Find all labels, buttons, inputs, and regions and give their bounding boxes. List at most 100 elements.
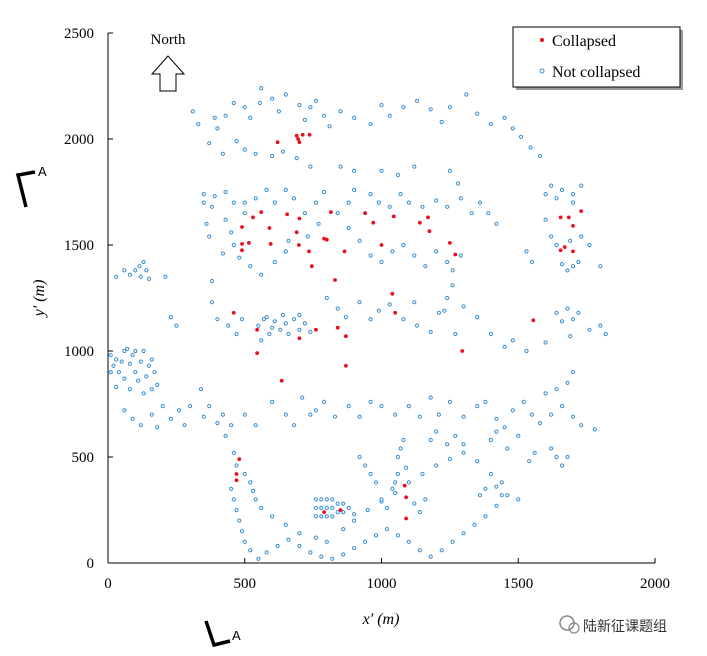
point-not-collapsed [215,421,220,426]
point-collapsed [417,220,422,225]
point-not-collapsed [368,122,373,127]
point-not-collapsed [592,427,597,432]
point-not-collapsed [242,412,247,417]
section-bracket-top-icon [15,170,36,208]
point-not-collapsed [417,509,422,515]
point-not-collapsed [229,423,234,428]
point-not-collapsed [231,242,236,248]
point-not-collapsed [220,251,225,256]
point-not-collapsed [201,200,206,205]
point-not-collapsed [108,370,113,375]
point-not-collapsed [330,505,335,510]
point-not-collapsed [538,421,543,426]
point-not-collapsed [324,505,329,510]
legend-marker-not-collapsed [539,68,545,74]
point-not-collapsed [313,535,318,540]
point-not-collapsed [549,446,554,451]
point-not-collapsed [352,518,357,523]
point-not-collapsed [182,423,187,428]
point-collapsed [363,211,367,216]
point-not-collapsed [261,317,266,322]
point-not-collapsed [220,151,225,156]
point-not-collapsed [428,329,433,334]
point-not-collapsed [209,204,214,209]
point-collapsed [240,242,244,246]
point-not-collapsed [297,327,302,332]
point-not-collapsed [379,168,384,173]
point-not-collapsed [114,357,119,362]
point-not-collapsed [447,105,452,110]
point-not-collapsed [267,331,272,337]
point-not-collapsed [270,514,275,519]
point-not-collapsed [401,105,406,110]
point-not-collapsed [363,539,368,544]
point-not-collapsed [141,348,146,354]
point-not-collapsed [398,446,403,451]
point-not-collapsed [305,234,310,239]
point-not-collapsed [114,274,119,279]
y-tick-label: 1000 [64,344,94,360]
point-collapsed [300,132,305,137]
point-collapsed [393,310,398,315]
point-not-collapsed [313,98,318,103]
point-collapsed [297,243,301,247]
point-not-collapsed [300,395,305,400]
point-collapsed [314,327,318,332]
point-not-collapsed [368,192,373,197]
point-not-collapsed [412,164,417,169]
point-not-collapsed [338,109,343,114]
point-not-collapsed [412,300,417,305]
point-not-collapsed [395,533,400,538]
point-collapsed [371,220,376,225]
point-not-collapsed [177,408,182,413]
point-not-collapsed [357,414,362,419]
point-not-collapsed [280,312,286,318]
point-not-collapsed [587,242,592,248]
point-not-collapsed [144,268,149,273]
point-not-collapsed [346,225,351,231]
point-collapsed [344,363,348,368]
point-not-collapsed [316,221,321,226]
point-not-collapsed [174,323,179,328]
point-not-collapsed [335,501,340,506]
point-not-collapsed [488,331,493,337]
point-not-collapsed [398,192,403,197]
point-not-collapsed [587,327,592,332]
point-not-collapsed [283,249,288,254]
point-not-collapsed [505,493,510,498]
point-collapsed [335,325,340,330]
point-not-collapsed [250,488,256,493]
point-not-collapsed [524,249,529,254]
point-not-collapsed [114,384,119,390]
point-not-collapsed [439,119,444,125]
point-not-collapsed [324,539,329,544]
north-arrow-icon [150,55,186,92]
point-not-collapsed [488,122,493,127]
point-not-collapsed [494,429,499,434]
point-collapsed [344,334,348,339]
point-not-collapsed [190,109,195,114]
point-not-collapsed [436,310,441,315]
point-not-collapsed [286,537,291,542]
point-not-collapsed [319,514,324,519]
point-not-collapsed [445,442,450,447]
point-not-collapsed [133,348,138,354]
point-collapsed [402,483,407,488]
point-not-collapsed [302,117,307,123]
point-not-collapsed [220,412,225,417]
point-not-collapsed [283,187,288,192]
point-not-collapsed [357,300,362,305]
point-not-collapsed [559,404,565,409]
point-not-collapsed [253,151,258,156]
point-not-collapsed [272,259,277,265]
point-not-collapsed [291,317,297,322]
y-axis-title: y′ (m) [31,280,48,319]
point-not-collapsed [152,370,157,375]
point-not-collapsed [125,346,130,351]
point-not-collapsed [248,115,253,120]
point-not-collapsed [464,92,469,97]
point-not-collapsed [461,414,466,419]
point-not-collapsed [387,302,392,307]
point-not-collapsed [384,527,390,532]
point-not-collapsed [276,109,281,114]
